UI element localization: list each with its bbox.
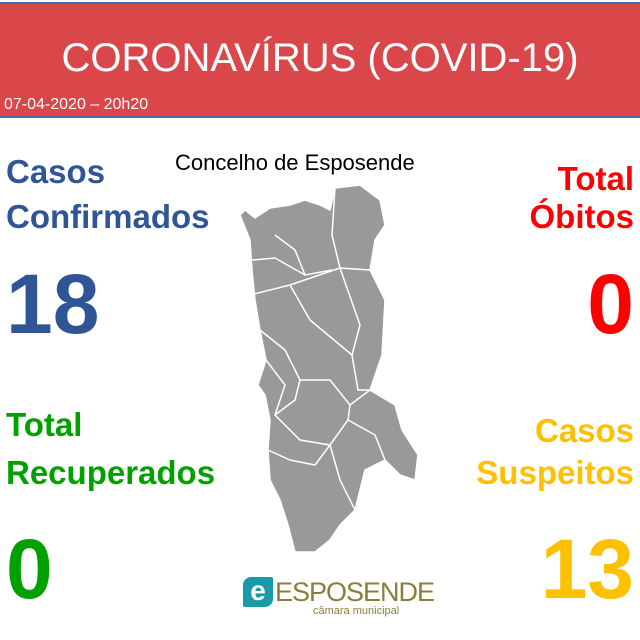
recovered-label: Total [6,406,83,443]
header-banner: CORONAVÍRUS (COVID-19) 07-04-2020 – 20h2… [0,2,640,118]
parish-borders [249,187,386,511]
confirmed-label: Casos [6,153,106,190]
recovered-value: 0 [6,522,53,616]
page-title: CORONAVÍRUS (COVID-19) [61,36,579,80]
esposende-logo: e ESPOSENDE câmara municipal [243,577,435,617]
deaths-label-2: Óbitos [529,198,635,235]
recovered-label-2: Recuperados [6,454,216,491]
logo-name: ESPOSENDE [275,577,435,607]
suspected-label-2: Suspeitos [476,454,634,491]
suspected-label: Casos [534,412,634,449]
deaths-label: Total [557,160,634,197]
deaths-value: 0 [587,257,634,351]
municipality-map [239,184,419,553]
logo-e-icon: e [243,577,273,607]
map-shape [239,184,419,553]
map-title: Concelho de Esposende [175,150,415,175]
suspected-value: 13 [540,522,634,616]
confirmed-label-2: Confirmados [6,198,210,235]
logo-subtitle: câmara municipal [313,605,400,617]
confirmed-value: 18 [6,257,100,351]
update-date: 07-04-2020 – 20h20 [4,96,149,113]
